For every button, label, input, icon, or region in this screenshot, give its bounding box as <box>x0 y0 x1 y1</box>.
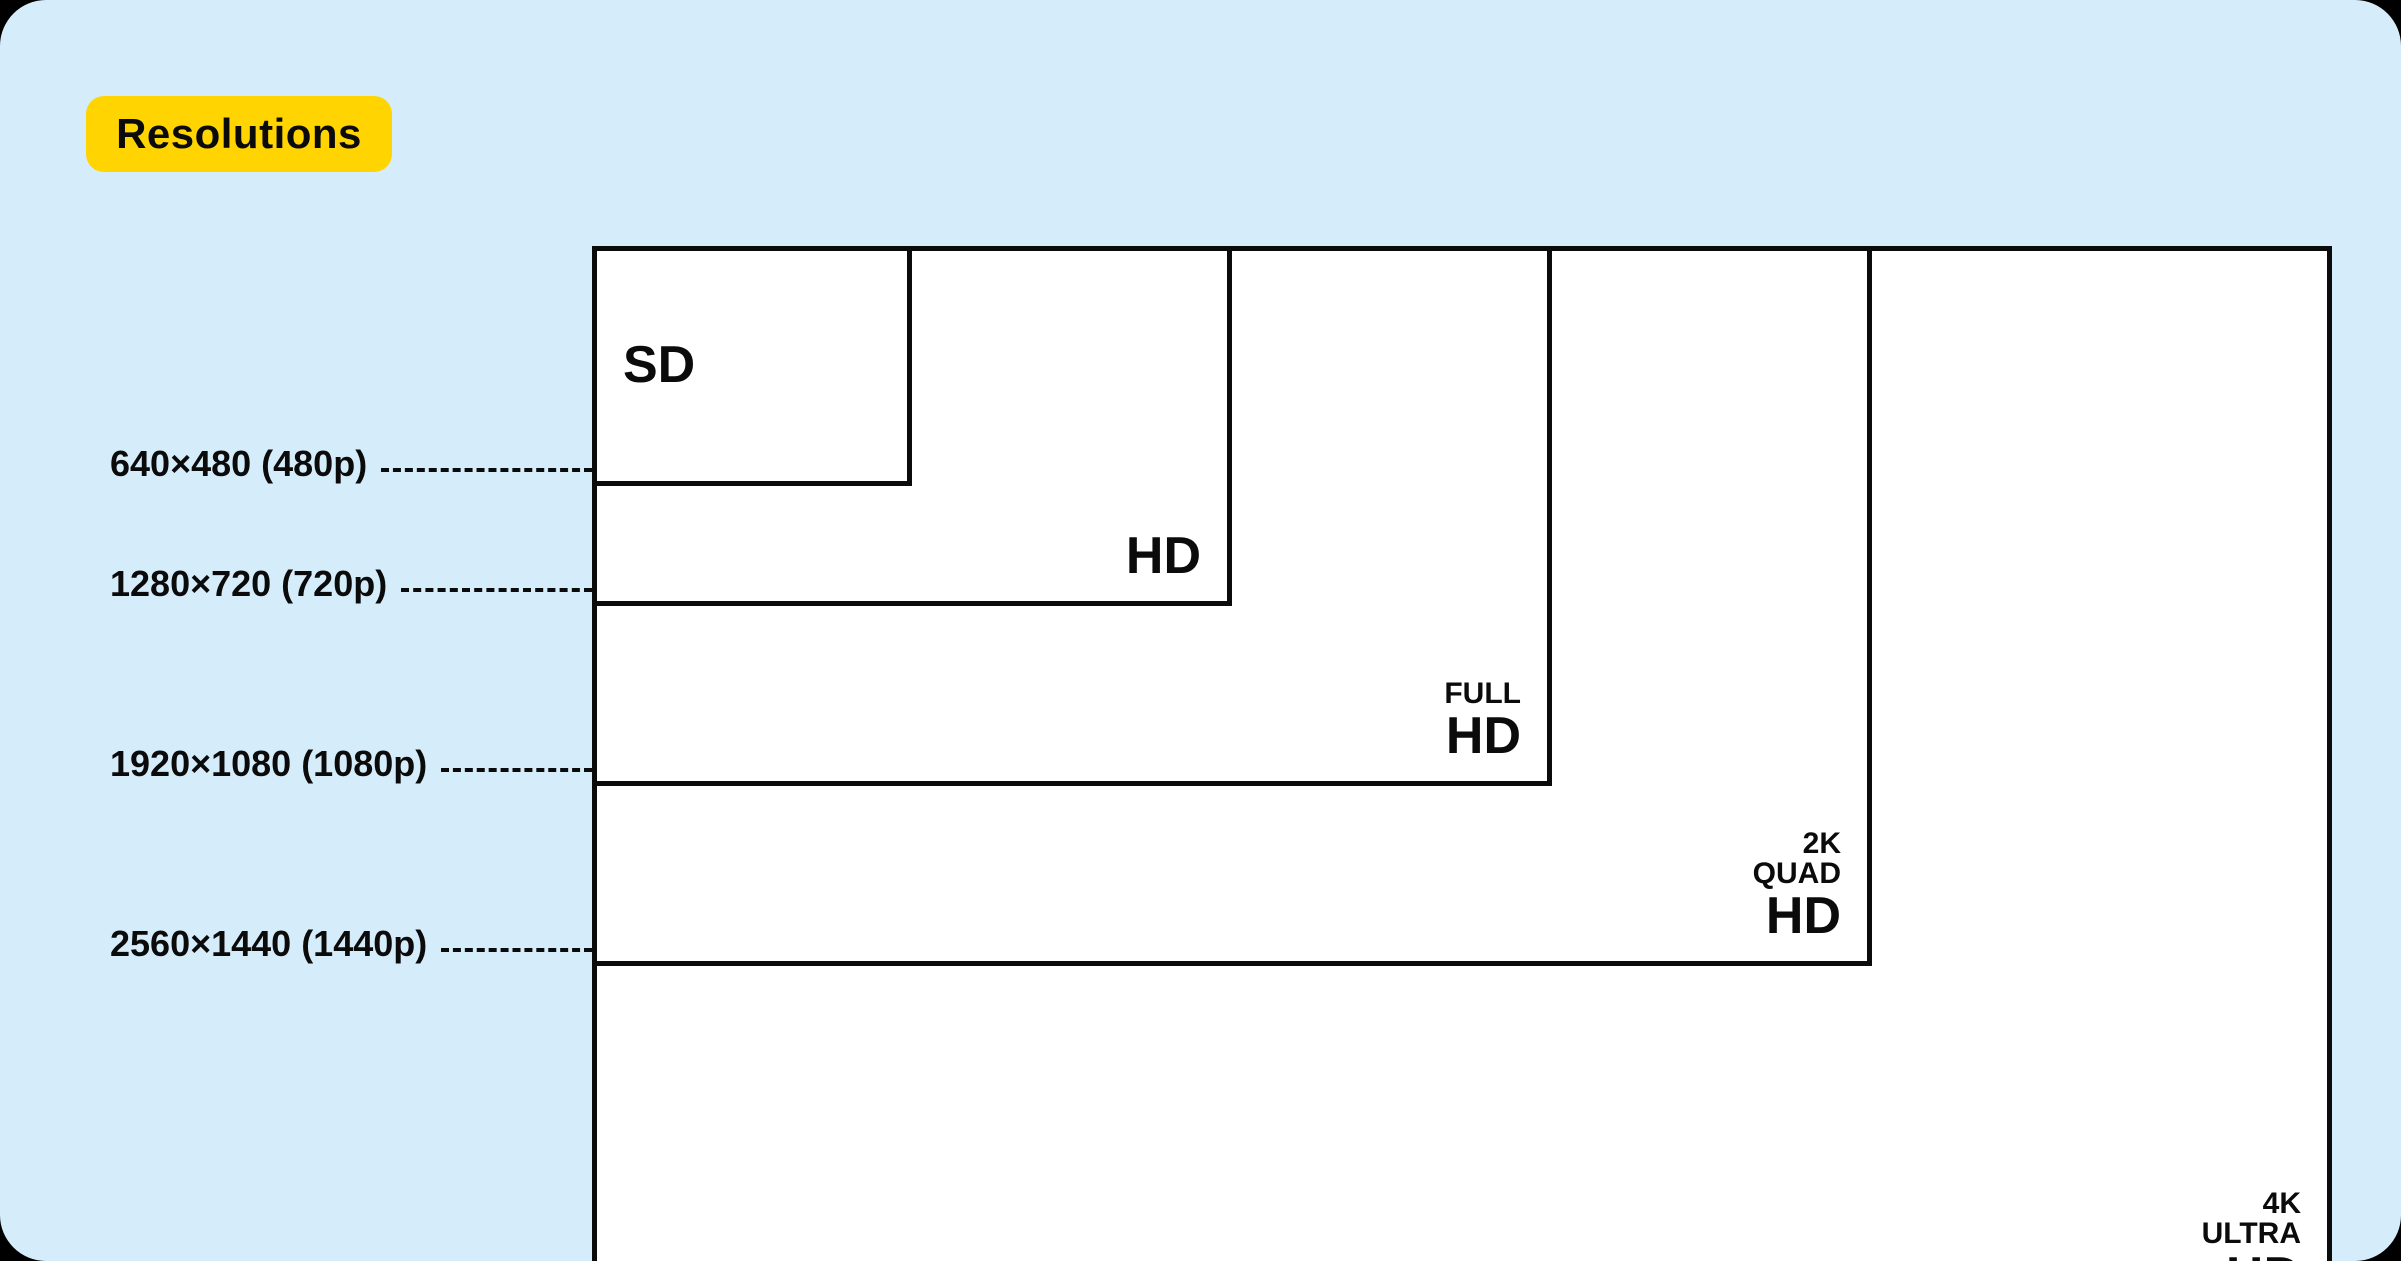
panel: Resolutions 4KULTRAHD2KQUADHDFULLHDHDSD … <box>0 0 2401 1261</box>
resolution-inner-label: FULLHD <box>1444 679 1521 763</box>
resolution-box: SD <box>592 246 912 486</box>
resolution-leader-label: 1280×720 (720p) <box>110 563 387 605</box>
resolution-inner-small: 4K <box>2202 1189 2301 1220</box>
title-text: Resolutions <box>116 110 362 158</box>
resolution-inner-label: 2KQUADHD <box>1753 829 1841 943</box>
resolution-leader-label: 1920×1080 (1080p) <box>110 743 427 785</box>
title-pill: Resolutions <box>86 96 392 172</box>
resolution-inner-small: 2K <box>1753 829 1841 860</box>
resolution-leader-line <box>401 588 592 592</box>
resolution-inner-small: ULTRA <box>2202 1219 2301 1250</box>
resolution-inner-big: HD <box>1753 890 1841 943</box>
resolution-inner-big: HD <box>2202 1250 2301 1261</box>
resolution-leader-line <box>441 948 592 952</box>
resolution-leader-line <box>441 768 592 772</box>
resolution-inner-small: FULL <box>1444 679 1521 710</box>
resolution-inner-label: HD <box>1126 530 1201 583</box>
resolution-leader-line <box>381 468 592 472</box>
resolution-inner-small: QUAD <box>1753 859 1841 890</box>
resolution-inner-big: SD <box>623 339 695 392</box>
resolution-inner-label: 4KULTRAHD <box>2202 1189 2301 1261</box>
resolution-inner-big: HD <box>1444 710 1521 763</box>
resolution-inner-big: HD <box>1126 530 1201 583</box>
resolution-diagram: 4KULTRAHD2KQUADHDFULLHDHDSD <box>592 246 2332 1261</box>
resolution-leader-label: 2560×1440 (1440p) <box>110 923 427 965</box>
resolution-inner-label: SD <box>623 339 695 392</box>
resolution-leader-label: 640×480 (480p) <box>110 443 367 485</box>
